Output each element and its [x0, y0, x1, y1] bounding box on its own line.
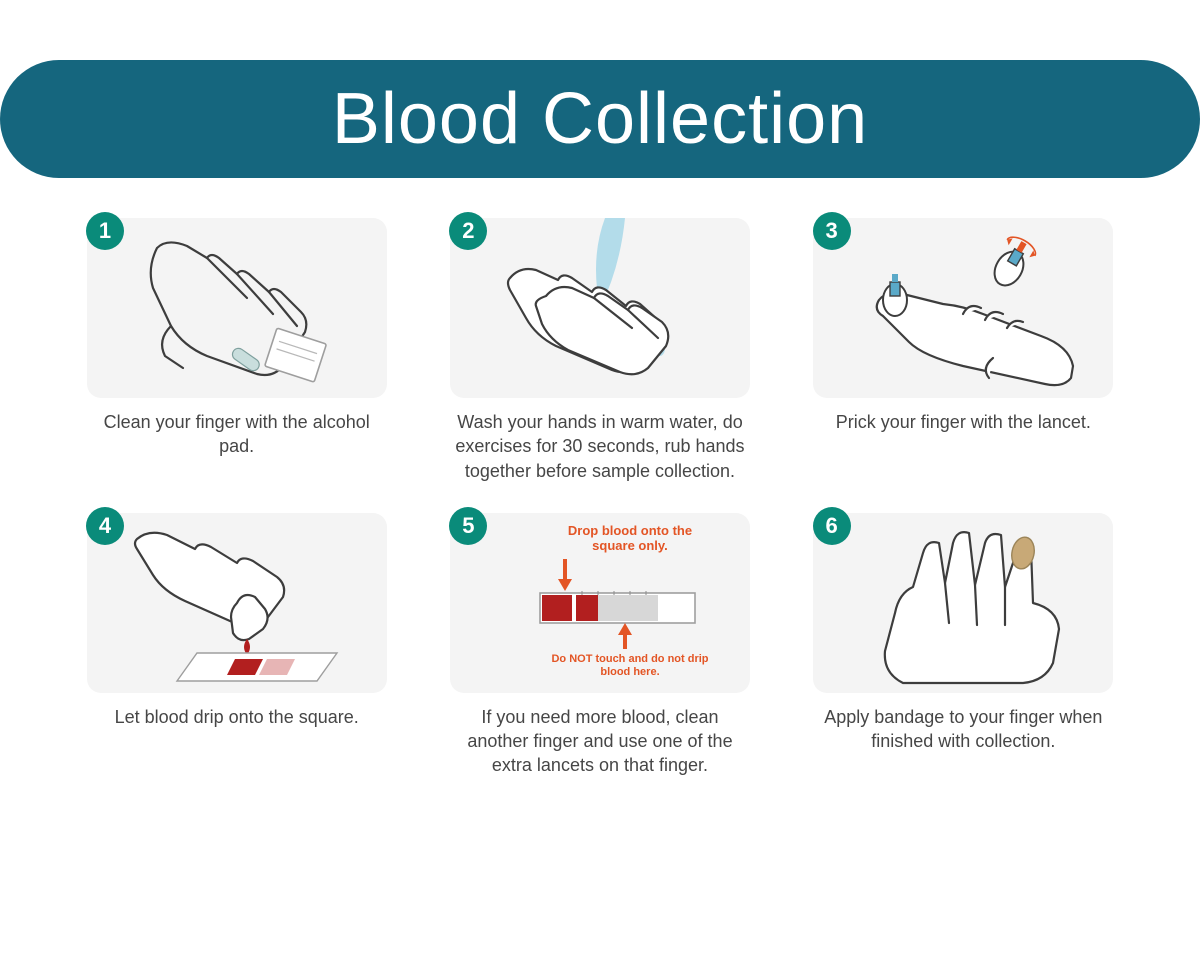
step-2: 2 Wash your hands in warm water, d — [443, 218, 756, 483]
step-number-badge: 4 — [86, 507, 124, 545]
step-4: 4 Let blood dr — [80, 513, 393, 778]
step-1-illustration — [87, 218, 387, 398]
step-1: 1 — [80, 218, 393, 483]
step-6: 6 Apply bandage to your finger when fini… — [807, 513, 1120, 778]
step-3: 3 — [807, 218, 1120, 483]
page-title: Blood Collection — [0, 78, 1200, 160]
step-number-badge: 1 — [86, 212, 124, 250]
step-2-caption: Wash your hands in warm water, do exerci… — [450, 410, 750, 483]
step-4-caption: Let blood drip onto the square. — [115, 705, 359, 729]
step-number-badge: 5 — [449, 507, 487, 545]
step-5-illustration: Drop blood onto the square only. Do NOT … — [450, 513, 750, 693]
step-1-caption: Clean your finger with the alcohol pad. — [87, 410, 387, 459]
steps-grid: 1 — [0, 218, 1200, 778]
step-6-caption: Apply bandage to your finger when finish… — [813, 705, 1113, 754]
step-3-illustration — [813, 218, 1113, 398]
step-2-illustration — [450, 218, 750, 398]
step-6-illustration — [813, 513, 1113, 693]
step-number-badge: 3 — [813, 212, 851, 250]
step-number-badge: 6 — [813, 507, 851, 545]
step-3-caption: Prick your finger with the lancet. — [836, 410, 1091, 434]
step-5: 5 Drop blood onto the square only. Do NO… — [443, 513, 756, 778]
step-5-caption: If you need more blood, clean another fi… — [450, 705, 750, 778]
title-banner: Blood Collection — [0, 60, 1200, 178]
step-4-illustration — [87, 513, 387, 693]
